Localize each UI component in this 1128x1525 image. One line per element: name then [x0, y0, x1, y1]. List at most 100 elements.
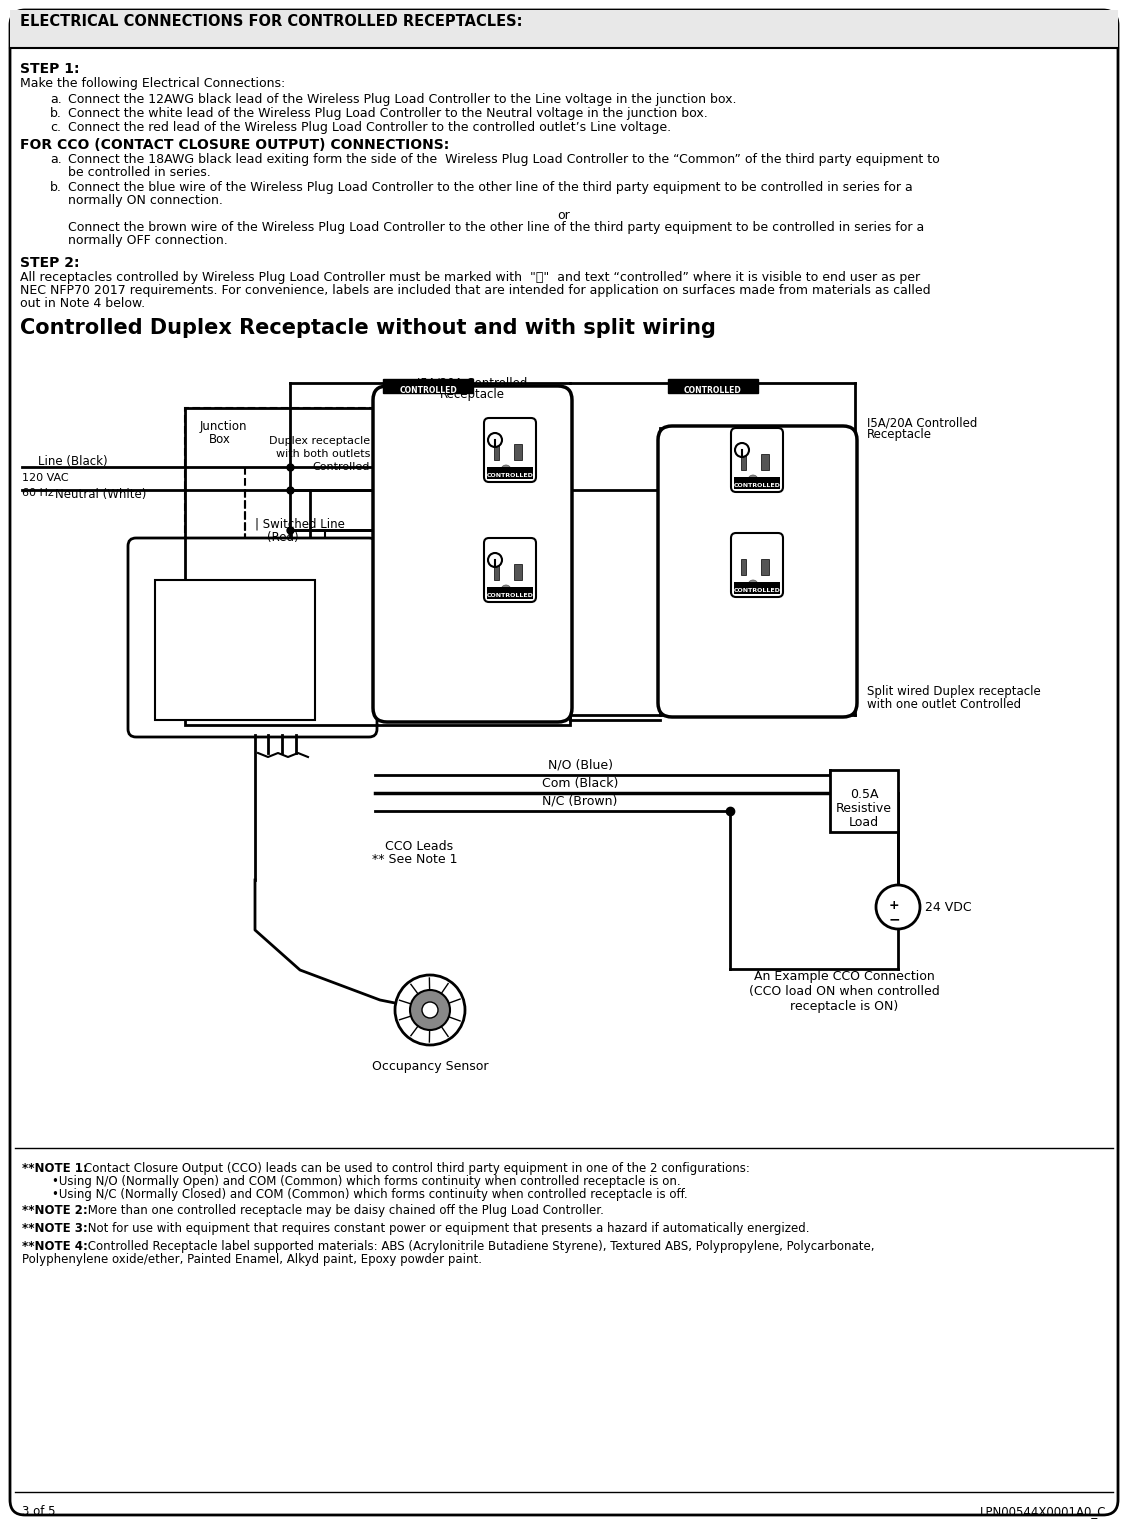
Text: Controlled Receptacle label supported materials: ABS (Acrylonitrile Butadiene St: Controlled Receptacle label supported ma…	[83, 1240, 874, 1254]
Text: Not for use with equipment that requires constant power or equipment that presen: Not for use with equipment that requires…	[83, 1222, 810, 1235]
Text: Connect the blue wire of the Wireless Plug Load Controller to the other line of : Connect the blue wire of the Wireless Pl…	[68, 181, 913, 194]
Bar	[185, 409, 570, 724]
Text: NEC NFP70 2017 requirements. For convenience, labels are included that are inten: NEC NFP70 2017 requirements. For conveni…	[20, 284, 931, 297]
FancyBboxPatch shape	[484, 538, 536, 602]
Text: Receptacle: Receptacle	[867, 429, 932, 441]
Circle shape	[748, 474, 758, 485]
Text: Connect the 12AWG black lead of the Wireless Plug Load Controller to the Line vo: Connect the 12AWG black lead of the Wire…	[68, 93, 737, 107]
Bar	[830, 770, 898, 833]
Text: 3 of 5: 3 of 5	[23, 1505, 55, 1517]
Circle shape	[488, 554, 502, 567]
Circle shape	[395, 974, 465, 1045]
Text: Duplex receptacle: Duplex receptacle	[268, 436, 370, 445]
Bar	[10, 11, 1118, 47]
Text: Load: Load	[849, 816, 879, 830]
Text: Split wired Duplex receptacle: Split wired Duplex receptacle	[867, 685, 1041, 698]
Text: Controlled: Controlled	[312, 462, 370, 473]
Bar	[734, 477, 779, 490]
Text: STEP 2:: STEP 2:	[20, 256, 79, 270]
Text: (Red): (Red)	[267, 531, 299, 544]
Text: normally OFF connection.: normally OFF connection.	[68, 233, 228, 247]
Text: Controlled Duplex Receptacle without and with split wiring: Controlled Duplex Receptacle without and…	[20, 319, 716, 339]
Text: **NOTE 3:: **NOTE 3:	[23, 1222, 96, 1235]
Text: | Switched Line: | Switched Line	[255, 518, 345, 531]
Text: 0.5A: 0.5A	[849, 788, 879, 801]
Text: (CCO load ON when controlled: (CCO load ON when controlled	[749, 985, 940, 997]
Text: CONTROLLED: CONTROLLED	[733, 589, 781, 593]
Text: receptacle is ON): receptacle is ON)	[790, 1000, 898, 1013]
Text: LPN00544X0001A0_C: LPN00544X0001A0_C	[979, 1505, 1105, 1517]
Circle shape	[501, 465, 511, 474]
Bar	[487, 467, 534, 479]
Bar	[761, 454, 769, 470]
FancyBboxPatch shape	[658, 425, 857, 717]
Bar	[668, 380, 758, 393]
Text: Resistive: Resistive	[836, 802, 892, 814]
Text: STEP 1:: STEP 1:	[20, 63, 79, 76]
Text: a.: a.	[50, 152, 62, 166]
Text: Neutral (White): Neutral (White)	[55, 488, 147, 502]
Text: ** See Note 1: ** See Note 1	[372, 852, 458, 866]
Bar	[514, 444, 522, 461]
Text: •Using N/C (Normally Closed) and COM (Common) which forms continuity when contro: •Using N/C (Normally Closed) and COM (Co…	[23, 1188, 691, 1202]
Bar	[185, 409, 374, 540]
Circle shape	[422, 1002, 438, 1019]
Text: Contact Closure Output (CCO) leads can be used to control third party equipment : Contact Closure Output (CCO) leads can b…	[83, 1162, 750, 1174]
Text: I5A/20A Controlled: I5A/20A Controlled	[417, 377, 527, 389]
Text: with one outlet Controlled: with one outlet Controlled	[867, 698, 1021, 711]
Text: Connect the white lead of the Wireless Plug Load Controller to the Neutral volta: Connect the white lead of the Wireless P…	[68, 107, 707, 120]
Circle shape	[748, 580, 758, 590]
Text: **NOTE 2:: **NOTE 2:	[23, 1205, 96, 1217]
Text: FOR CCO (CONTACT CLOSURE OUTPUT) CONNECTIONS:: FOR CCO (CONTACT CLOSURE OUTPUT) CONNECT…	[20, 137, 449, 152]
Circle shape	[876, 884, 920, 929]
Text: N/C (Brown): N/C (Brown)	[543, 795, 618, 808]
Bar	[514, 564, 522, 580]
Text: CCO Leads: CCO Leads	[385, 840, 453, 852]
Text: I5A/20A Controlled: I5A/20A Controlled	[867, 416, 977, 429]
Circle shape	[501, 586, 511, 595]
Text: Com (Black): Com (Black)	[541, 778, 618, 790]
Bar	[741, 560, 746, 575]
Circle shape	[488, 433, 502, 447]
Bar	[494, 444, 499, 461]
Text: c.: c.	[50, 120, 61, 134]
Circle shape	[735, 442, 749, 457]
Text: Polyphenylene oxide/ether, Painted Enamel, Alkyd paint, Epoxy powder paint.: Polyphenylene oxide/ether, Painted Ename…	[23, 1254, 482, 1266]
Circle shape	[409, 990, 450, 1029]
Text: ELECTRICAL CONNECTIONS FOR CONTROLLED RECEPTACLES:: ELECTRICAL CONNECTIONS FOR CONTROLLED RE…	[20, 14, 522, 29]
Text: or: or	[557, 209, 571, 223]
Text: −: −	[888, 912, 900, 926]
Text: be controlled in series.: be controlled in series.	[68, 166, 211, 178]
Text: Connect the brown wire of the Wireless Plug Load Controller to the other line of: Connect the brown wire of the Wireless P…	[68, 221, 924, 233]
FancyBboxPatch shape	[731, 534, 783, 596]
Text: b.: b.	[50, 181, 62, 194]
Text: Junction: Junction	[200, 419, 247, 433]
Text: 24 VDC: 24 VDC	[925, 901, 971, 913]
Text: **NOTE 4:: **NOTE 4:	[23, 1240, 96, 1254]
Text: •Using N/O (Normally Open) and COM (Common) which forms continuity when controll: •Using N/O (Normally Open) and COM (Comm…	[23, 1174, 680, 1188]
Bar	[487, 587, 534, 599]
Text: An Example CCO Connection: An Example CCO Connection	[754, 970, 934, 984]
Bar	[761, 560, 769, 575]
Text: with both outlets: with both outlets	[275, 448, 370, 459]
Bar	[384, 380, 473, 393]
Text: Connect the red lead of the Wireless Plug Load Controller to the controlled outl: Connect the red lead of the Wireless Plu…	[68, 120, 671, 134]
FancyBboxPatch shape	[731, 429, 783, 493]
Text: Box: Box	[209, 433, 231, 445]
Text: Receptacle: Receptacle	[440, 387, 504, 401]
Text: 60 Hz: 60 Hz	[23, 488, 54, 499]
Text: CONTROLLED: CONTROLLED	[486, 473, 534, 477]
Text: CONTROLLED: CONTROLLED	[684, 386, 742, 395]
Text: **NOTE 1:: **NOTE 1:	[23, 1162, 96, 1174]
Text: Line (Black): Line (Black)	[38, 454, 107, 468]
Text: CONTROLLED: CONTROLLED	[486, 593, 534, 598]
Bar	[494, 564, 499, 580]
Text: CONTROLLED: CONTROLLED	[733, 483, 781, 488]
Text: All receptacles controlled by Wireless Plug Load Controller must be marked with : All receptacles controlled by Wireless P…	[20, 271, 920, 284]
FancyBboxPatch shape	[127, 538, 377, 737]
Text: CONTROLLED: CONTROLLED	[399, 386, 457, 395]
Text: +: +	[889, 900, 899, 912]
Text: out in Note 4 below.: out in Note 4 below.	[20, 297, 146, 310]
FancyBboxPatch shape	[484, 418, 536, 482]
Text: More than one controlled receptacle may be daisy chained off the Plug Load Contr: More than one controlled receptacle may …	[83, 1205, 603, 1217]
